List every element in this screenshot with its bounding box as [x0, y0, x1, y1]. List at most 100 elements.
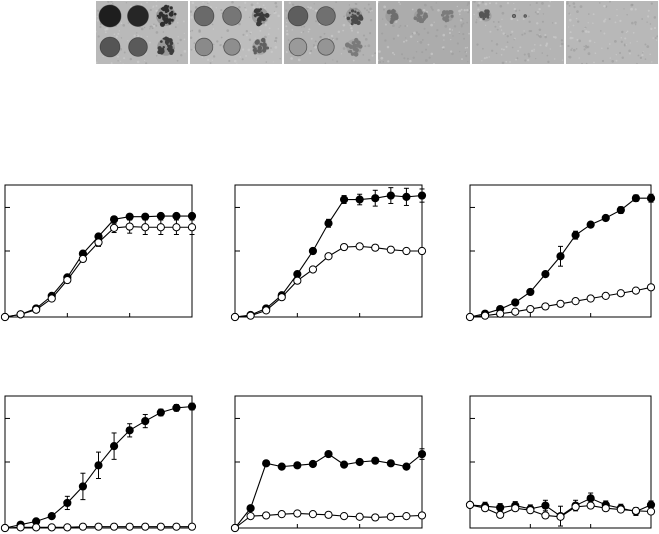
plate-grain	[483, 57, 486, 60]
plate-grain	[307, 6, 310, 8]
plate-grain	[513, 2, 515, 5]
plate-grain	[523, 32, 526, 35]
plate-grain	[354, 2, 357, 5]
plate-grain	[499, 25, 502, 28]
plate-grain	[616, 14, 618, 17]
colony-speck	[350, 22, 354, 26]
spot-assay-plate-6	[566, 1, 658, 64]
spot-assay-plate-5	[472, 1, 564, 64]
plate-grain	[603, 20, 606, 23]
spot-plate-svg	[284, 1, 376, 64]
data-point-open	[556, 299, 565, 308]
colony-speck	[253, 47, 257, 51]
growth-chart-svg	[465, 184, 656, 322]
plate-grain	[149, 28, 151, 30]
data-point-open	[571, 502, 580, 511]
plate-grain	[516, 19, 519, 22]
plate-grain	[500, 48, 503, 51]
data-point-open	[402, 512, 411, 521]
plate-grain	[552, 36, 555, 38]
plate-grain	[183, 38, 186, 41]
plate-grain	[211, 59, 214, 62]
plate-grain	[337, 30, 341, 34]
colony-speck	[420, 19, 425, 24]
plate-grain	[560, 39, 564, 42]
plate-grain	[584, 30, 588, 33]
plate-grain	[536, 22, 539, 25]
plate-grain	[566, 2, 569, 5]
plate-grain	[136, 35, 138, 37]
plate-grain	[443, 39, 445, 41]
plate-grain	[653, 16, 657, 19]
plate-grain	[634, 8, 637, 11]
plate-grain	[533, 50, 535, 52]
plate-grain	[194, 6, 198, 9]
plate-grain	[485, 56, 488, 59]
plate-grain	[542, 13, 545, 15]
plate-grain	[529, 4, 531, 6]
colony-spot-edge	[287, 5, 309, 27]
plate-grain	[606, 47, 609, 50]
plate-grain	[250, 31, 253, 34]
plate-grain	[481, 60, 483, 62]
plate-grain	[539, 44, 542, 47]
plate-grain	[256, 57, 260, 61]
plate-grain	[415, 31, 418, 34]
plate-grain	[96, 61, 98, 64]
plate-grain	[530, 49, 534, 53]
plate-grain	[477, 8, 480, 11]
colony-speck	[484, 11, 489, 17]
plate-grain	[460, 8, 463, 11]
plate-grain	[489, 30, 492, 33]
data-point-open	[646, 507, 656, 516]
plate-grain	[426, 31, 430, 34]
plate-grain	[416, 41, 419, 43]
data-point-open	[16, 310, 25, 319]
plate-grain	[250, 3, 254, 7]
plate-grain	[634, 23, 637, 26]
plate-grain	[609, 57, 612, 59]
colony-speck	[417, 8, 422, 14]
plate-grain	[343, 15, 346, 18]
plate-grain	[491, 40, 493, 42]
plate-grain	[513, 7, 517, 11]
plate-grain	[585, 62, 588, 64]
plate-grain	[435, 2, 437, 4]
plate-grain	[656, 35, 658, 38]
plate-grain	[406, 25, 408, 27]
plate-grain	[501, 18, 503, 20]
plate-grain	[207, 2, 209, 4]
plate-grain	[505, 60, 508, 63]
plate-grain	[303, 25, 306, 28]
plate-grain	[119, 48, 123, 51]
colony-speck	[479, 12, 483, 16]
plate-grain	[213, 43, 215, 46]
growth-chart-1	[0, 183, 200, 323]
plate-grain	[571, 47, 573, 50]
colony-speck	[164, 14, 168, 18]
colony-speck	[347, 50, 351, 53]
plate-grain	[587, 30, 590, 34]
colony-speck	[442, 16, 447, 21]
data-point-filled	[308, 459, 318, 469]
data-point-open	[125, 222, 134, 231]
plate-grain	[155, 1, 157, 3]
plate-grain	[382, 60, 385, 63]
plate-grain	[421, 51, 424, 54]
plate-grain	[191, 1, 195, 5]
plate-grain	[442, 48, 445, 51]
plate-grain	[96, 30, 97, 33]
plate-grain	[534, 11, 537, 14]
plate-grain	[267, 33, 270, 36]
plot-frame	[4, 184, 193, 318]
plate-grain	[206, 58, 210, 62]
plate-grain	[467, 1, 470, 5]
plate-grain	[527, 59, 530, 62]
plate-grain	[481, 1, 485, 4]
plate-grain	[174, 26, 177, 28]
plate-grain	[492, 20, 495, 23]
colony-speck	[419, 15, 422, 19]
plate-grain	[567, 1, 569, 3]
data-point-open	[480, 504, 490, 513]
plate-grain	[466, 21, 469, 24]
